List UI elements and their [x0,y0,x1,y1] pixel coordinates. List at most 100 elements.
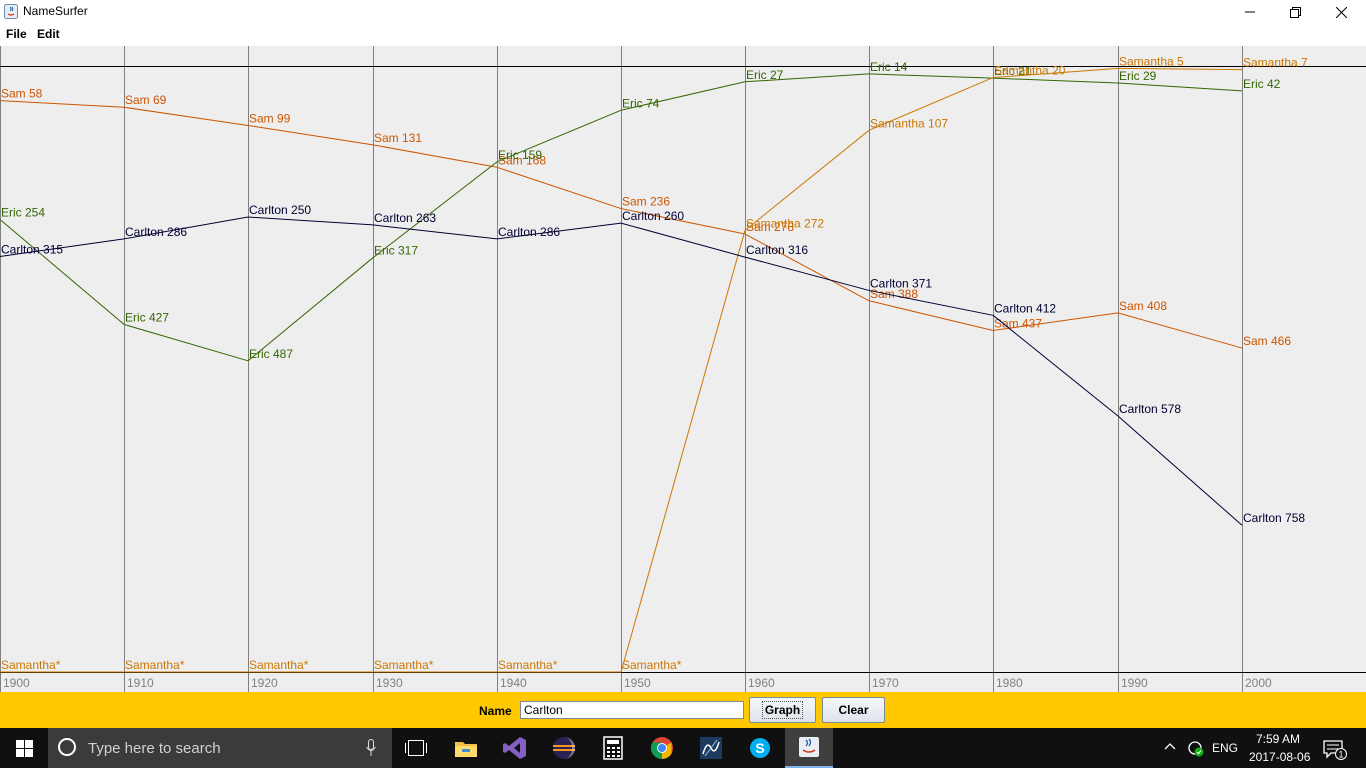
series-line-eric [868,73,994,79]
taskbar-eclipse[interactable] [540,728,588,768]
clock-date[interactable]: 2017-08-06 [1249,750,1311,764]
taskbar: Type here to search [0,728,1366,768]
series-line-sam [868,300,994,331]
chevron-up-icon[interactable] [1164,742,1176,750]
data-label-samantha: Samantha 5 [1119,54,1184,68]
decade-label: 1940 [500,676,527,690]
calculator-icon [603,736,623,760]
series-line-eric [372,161,498,259]
data-label-eric: Eric 14 [870,60,908,74]
series-line-sam [247,124,374,146]
taskbar-search-box[interactable]: Type here to search [48,728,392,768]
name-graph-canvas: 1900 1910 1920 1930 1940 1950 1960 1970 1980 1990… [0,46,1366,692]
name-popularity-chart: 1900 1910 1920 1930 1940 1950 1960 1970 1980 1990… [0,46,1366,692]
start-button[interactable] [0,728,48,768]
data-label-samantha: Samantha 20 [994,64,1066,78]
data-label-carlton: Carlton 316 [746,243,808,257]
data-label-samantha: Samantha* [374,658,434,672]
close-icon [1335,6,1347,18]
taskbar-visual-studio[interactable] [491,728,539,768]
data-label-eric: Eric 29 [1119,69,1157,83]
series-line-carlton [372,224,498,240]
data-label-sam: Sam 69 [125,93,167,107]
search-placeholder: Type here to search [88,740,221,757]
data-label-carlton: Carlton 286 [498,225,560,239]
graph-button[interactable]: Graph [749,697,816,723]
title-bar: NameSurfer [0,0,1366,24]
series-line-samantha [992,67,1119,79]
series-line-carlton [1117,415,1243,526]
series-line-carlton [496,222,622,240]
taskbar-calculator[interactable] [589,728,637,768]
decade-label: 2000 [1245,676,1272,690]
decade-label: 1970 [872,676,899,690]
series-line-carlton [0,238,125,257]
menu-bar: File Edit [0,24,1366,44]
data-label-eric: Eric 21 [994,64,1032,78]
data-label-eric: Eric 74 [622,96,660,110]
clock-time[interactable]: 7:59 AM [1256,732,1301,746]
name-input[interactable] [520,701,744,719]
notification-icon[interactable]: 1 [1323,740,1347,760]
decade-label: 1990 [1121,676,1148,690]
data-label-carlton: Carlton 250 [249,203,311,217]
series-line-eric [247,257,374,362]
clear-button[interactable]: Clear [822,697,885,723]
control-bar: Name Graph Clear [0,692,1366,728]
taskbar-sql-server[interactable] [687,728,735,768]
data-label-eric: Eric 487 [249,347,293,361]
data-label-sam: Sam 58 [1,87,43,101]
taskbar-chrome[interactable] [638,728,686,768]
window-title: NameSurfer [23,4,88,18]
data-label-carlton: Carlton 578 [1119,402,1181,416]
restore-button[interactable] [1272,0,1318,24]
data-label-eric: Eric 427 [125,310,169,324]
decade-label: 1910 [127,676,154,690]
menu-file[interactable]: File [6,27,27,41]
data-label-samantha: Samantha 7 [1243,56,1308,70]
menu-edit[interactable]: Edit [37,27,60,41]
series-line-samantha [744,129,870,231]
data-label-eric: Eric 42 [1243,77,1281,91]
series-line-sam [123,106,249,126]
series-line-carlton [744,256,870,291]
data-label-eric: Eric 159 [498,148,542,162]
skype-icon: S [750,738,770,758]
decade-label: 1950 [624,676,651,690]
series-line-eric [744,73,870,83]
data-label-samantha: Samantha* [1,658,61,672]
data-label-samantha: Samantha* [249,658,309,672]
chrome-icon [651,737,673,759]
data-label-samantha: Samantha* [498,658,558,672]
decade-label: 1930 [376,676,403,690]
notification-count: 1 [1338,750,1343,760]
network-sync-icon[interactable] [1186,739,1204,757]
file-explorer-icon [455,742,477,757]
taskbar-java-namesurfer[interactable] [785,728,833,768]
java-icon [799,737,819,757]
taskbar-file-explorer[interactable] [442,728,490,768]
series-line-sam [744,233,870,302]
name-label: Name [479,704,512,718]
minimize-icon [1245,11,1255,13]
decade-label: 1900 [3,676,30,690]
series-line-carlton [992,314,1119,417]
task-view-button[interactable] [392,728,440,768]
data-label-samantha: Samantha 272 [746,216,824,230]
taskbar-skype[interactable]: S [736,728,784,768]
microphone-icon[interactable] [366,739,376,757]
data-label-sam: Sam 437 [994,316,1042,330]
series-line-eric [0,219,125,325]
task-view-icon [405,740,427,756]
data-label-carlton: Carlton 371 [870,276,932,290]
series-line-eric [496,109,622,163]
close-button[interactable] [1318,0,1364,24]
data-label-sam: Sam 236 [622,195,670,209]
series-line-sam [1117,312,1243,349]
series-line-sam [992,312,1119,331]
minimize-button[interactable] [1227,0,1273,24]
svg-text:S: S [755,740,764,756]
decade-label: 1960 [748,676,775,690]
language-indicator[interactable]: ENG [1212,741,1239,755]
series-line-eric [1117,82,1243,92]
